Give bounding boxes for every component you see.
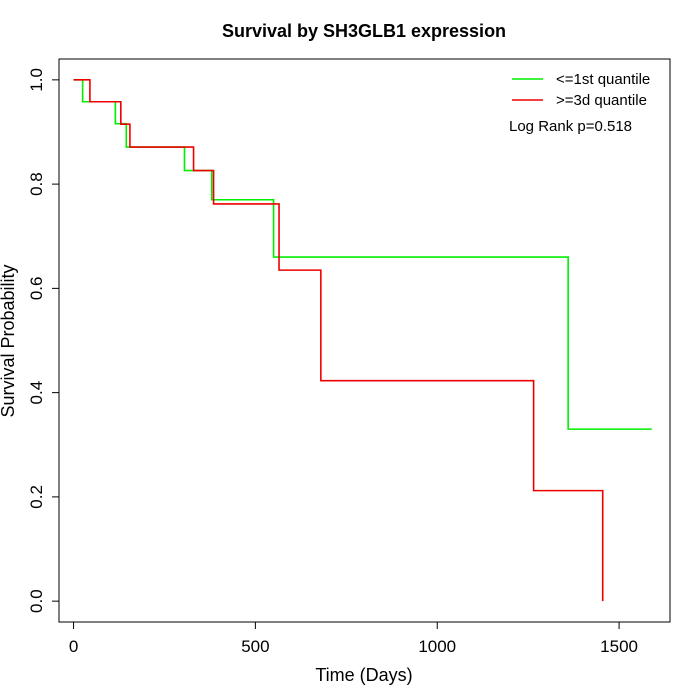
y-tick-label: 0.8 — [27, 172, 46, 196]
plot-frame — [58, 58, 671, 623]
chart-title: Survival by SH3GLB1 expression — [222, 21, 506, 41]
y-tick-label: 1.0 — [27, 68, 46, 92]
y-tick-label: 0.2 — [27, 485, 46, 509]
series-layer — [73, 79, 652, 602]
y-axis: 0.0 0.2 0.4 0.6 0.8 1.0 — [27, 68, 60, 613]
y-tick-label: 0.4 — [27, 381, 46, 405]
legend-label-2: >=3d quantile — [556, 92, 647, 109]
y-tick-label: 0.6 — [27, 277, 46, 301]
legend-label-1: <=1st quantile — [556, 71, 650, 88]
x-tick-label: 0 — [69, 637, 78, 656]
x-tick-label: 500 — [241, 637, 269, 656]
x-axis-label: Time (Days) — [315, 665, 412, 685]
legend: <=1st quantile >=3d quantile — [512, 71, 650, 109]
y-tick-label: 0.0 — [27, 589, 46, 613]
x-tick-label: 1500 — [600, 637, 638, 656]
log-rank-annotation: Log Rank p=0.518 — [509, 118, 632, 135]
x-tick-label: 1000 — [418, 637, 456, 656]
x-axis: 0 500 1000 1500 — [69, 621, 638, 656]
y-axis-label: Survival Probability — [0, 264, 18, 417]
series-line-2 — [73, 79, 604, 602]
